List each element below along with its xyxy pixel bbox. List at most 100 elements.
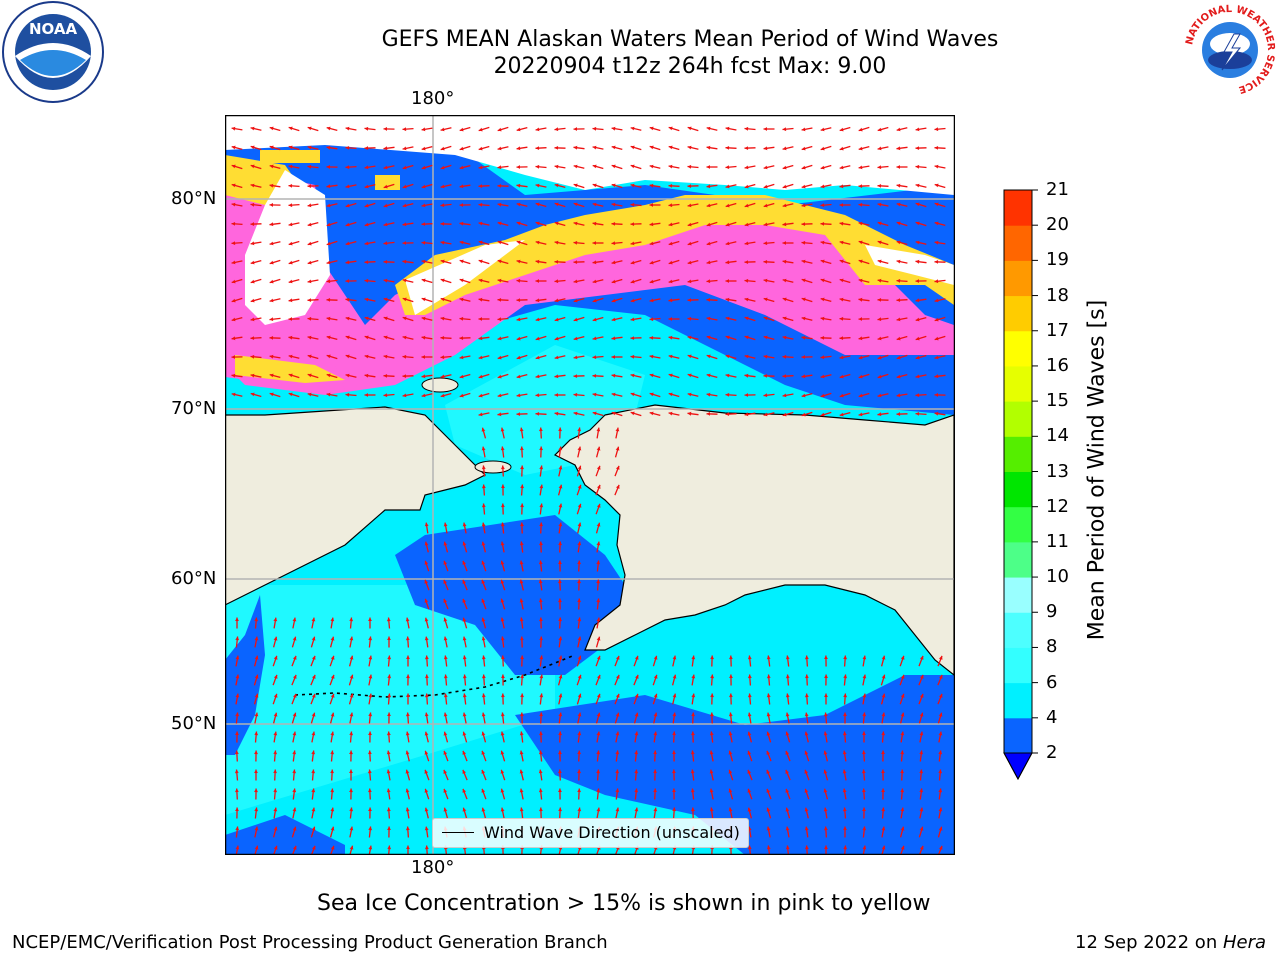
wave-arrow-head (577, 769, 581, 774)
wave-arrow-head (915, 279, 919, 283)
wave-arrow-head (804, 712, 809, 717)
wave-arrow-head (288, 126, 293, 131)
wave-arrow-head (801, 297, 806, 302)
wave-arrow-head (763, 278, 768, 283)
wave-arrow-head (440, 355, 445, 360)
wave-arrow-head (919, 655, 924, 660)
wave-arrow-head (481, 712, 486, 717)
wave-arrow-head (611, 392, 616, 397)
chart-title: GEFS MEAN Alaskan Waters Mean Period of … (381, 27, 999, 52)
wave-arrow-head (766, 693, 771, 698)
wave-arrow-head (443, 522, 448, 527)
wave-arrow-head (269, 298, 274, 303)
wave-arrow-head (649, 183, 654, 188)
wave-arrow-head (326, 373, 331, 378)
wave-arrow-head (744, 393, 748, 397)
wave-arrow-head (596, 617, 601, 622)
wave-arrow-head (896, 355, 901, 360)
wave-arrow-head (839, 184, 844, 189)
wave-arrow-head (554, 202, 559, 207)
wave-arrow-head (934, 164, 939, 169)
wave-arrow-head (596, 598, 601, 603)
wave-arrow-head (744, 335, 749, 340)
wave-arrow-head (558, 674, 563, 679)
wave-arrow-head (900, 807, 905, 812)
wave-arrow-head (481, 674, 486, 679)
wave-arrow-head (611, 411, 616, 416)
wave-arrow-head (877, 374, 882, 379)
colorbar-band (1004, 577, 1032, 613)
wave-arrow-head (500, 560, 505, 565)
wave-arrow-head (421, 203, 426, 208)
wave-arrow-head (672, 731, 676, 736)
wave-arrow-head (725, 279, 729, 283)
wave-arrow-head (250, 202, 255, 207)
wave-arrow-head (706, 260, 711, 265)
wave-arrow-head (345, 392, 350, 397)
wave-arrow-head (649, 298, 654, 303)
wave-arrow-head (501, 674, 505, 678)
wave-arrow-head (273, 731, 278, 736)
wave-arrow-head (421, 184, 426, 189)
colorbar-tick-label: 12 (1046, 495, 1069, 517)
wave-arrow-head (672, 750, 676, 754)
wave-arrow-head (405, 769, 410, 774)
wave-arrow-head (616, 674, 620, 679)
wave-arrow-head (231, 373, 236, 378)
wave-arrow-head (421, 259, 426, 264)
wave-arrow-head (804, 788, 809, 793)
wave-arrow-head (516, 355, 521, 360)
wave-arrow-head (630, 183, 635, 188)
wave-arrow-head (596, 807, 601, 812)
wave-arrow-head (782, 297, 787, 302)
wave-arrow-head (535, 240, 540, 245)
no-data-area (865, 245, 954, 285)
wave-arrow-head (330, 807, 335, 812)
wave-arrow-head (558, 807, 562, 812)
wave-arrow-head (539, 484, 544, 489)
wave-arrow-head (725, 222, 730, 227)
wave-arrow-head (596, 655, 601, 660)
wave-arrow-head (250, 354, 255, 359)
wave-arrow-head (516, 165, 520, 169)
wave-arrow-head (672, 693, 677, 698)
wave-arrow-head (858, 374, 863, 379)
wave-arrow-head (364, 203, 369, 208)
wave-arrow-head (443, 636, 448, 641)
wave-arrow-head (877, 278, 882, 283)
wave-arrow-head (687, 203, 692, 208)
wave-arrow-head (896, 259, 901, 264)
wave-arrow-head (519, 598, 524, 603)
wave-arrow-head (668, 184, 673, 188)
wave-arrow-head (881, 712, 886, 717)
wave-arrow-head (725, 373, 730, 378)
wave-arrow-head (577, 617, 582, 622)
wave-arrow-head (440, 259, 445, 264)
wave-arrow-head (785, 731, 790, 736)
wave-arrow-head (231, 336, 236, 341)
wrangel-island (421, 377, 459, 393)
wave-arrow-head (862, 655, 867, 660)
wave-arrow-head (763, 260, 768, 264)
wave-arrow-head (862, 750, 866, 755)
wave-arrow-head (462, 617, 467, 622)
wave-arrow-head (535, 336, 540, 341)
wave-arrow-head (934, 317, 939, 322)
wave-arrow-head (368, 617, 372, 621)
wave-arrow-head (462, 598, 467, 603)
wave-arrow-head (820, 336, 825, 340)
wave-arrow-head (842, 788, 847, 793)
wave-arrow-head (706, 373, 711, 378)
wave-arrow-head (801, 374, 806, 379)
wave-arrow-head (326, 222, 331, 227)
wave-arrow-head (292, 826, 297, 831)
wave-arrow-head (577, 446, 582, 451)
wave-arrow-head (535, 202, 540, 207)
wave-arrow-head (481, 465, 486, 470)
wave-arrow-head (478, 355, 483, 360)
wave-arrow-head (424, 560, 429, 565)
wave-arrow-head (573, 336, 578, 341)
wave-arrow-head (478, 184, 483, 188)
wave-arrow-head (497, 259, 502, 264)
wave-arrow-head (405, 712, 410, 717)
